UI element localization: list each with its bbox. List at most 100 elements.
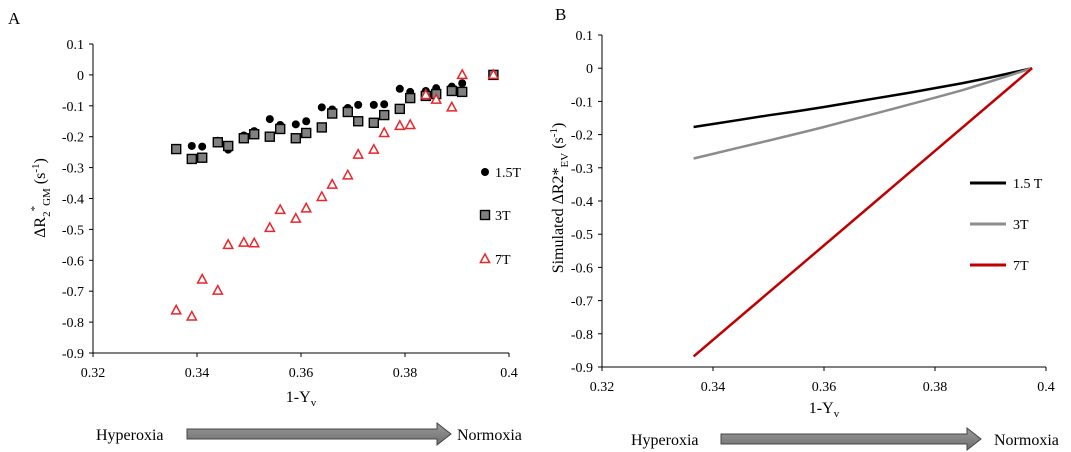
data-point-7t bbox=[430, 93, 443, 104]
data-point-3t bbox=[186, 153, 198, 165]
legend-entry-7t: 7T bbox=[479, 252, 511, 268]
legend-marker-shape-1-5t bbox=[481, 168, 489, 176]
panel-b-y-ticks: 0.1 0 -0.1 -0.2 -0.3 -0.4 -0.5 -0.6 -0.7 -0.8 -0.9 bbox=[571, 29, 602, 376]
data-point-3t bbox=[264, 131, 275, 142]
data-point-7t bbox=[315, 190, 328, 202]
data-point-7t bbox=[289, 212, 302, 223]
legend-entry-3t: 3T bbox=[479, 209, 511, 224]
data-point-7t bbox=[300, 201, 313, 213]
y-tick-label: -0.8 bbox=[571, 328, 593, 343]
panel-b-x-axis-title: 1-Yv bbox=[809, 400, 840, 420]
data-point-7t bbox=[274, 203, 287, 215]
y-tick-label: 0.1 bbox=[576, 29, 594, 44]
panel-b-oxygenation-arrow: Hyperoxia Normoxia bbox=[631, 426, 1059, 452]
panel-a-hyperoxia-label: Hyperoxia bbox=[96, 427, 164, 444]
y-tick-label: -0.4 bbox=[62, 193, 84, 208]
data-point-7t bbox=[170, 303, 183, 315]
panel-a-y-ticks: 0.1 0 -0.1 -0.2 -0.3 -0.4 -0.5 -0.6 -0.7 -0.8 -0.9 bbox=[62, 38, 93, 362]
y-tick-label: -0.1 bbox=[571, 95, 593, 110]
y-tick-label: -0.4 bbox=[571, 195, 593, 210]
panel-a-x-ticks: 0.32 0.34 0.36 0.38 0.4 bbox=[81, 353, 518, 381]
x-tick-label: 0.32 bbox=[590, 380, 615, 395]
data-point-1-5t bbox=[198, 142, 207, 151]
legend-label-7t-sim: 7T bbox=[1013, 259, 1029, 274]
panel-a-ylabel-gm: GM bbox=[41, 188, 53, 206]
data-point-7t bbox=[419, 88, 432, 100]
data-point-1-5t bbox=[265, 115, 274, 124]
legend-entry-7t-sim: 7T bbox=[970, 259, 1029, 274]
data-point-7t bbox=[222, 238, 235, 250]
y-tick-label: -0.2 bbox=[62, 131, 84, 146]
data-point-7t bbox=[196, 272, 209, 284]
panel-a-xlabel-main: 1-Y bbox=[286, 389, 311, 406]
data-point-3t bbox=[446, 85, 457, 97]
data-point-3t bbox=[394, 103, 405, 115]
panel-a-plot-area bbox=[170, 68, 500, 321]
series-line-1-5-t bbox=[693, 66, 1033, 129]
data-point-7t bbox=[248, 236, 261, 248]
panel-a-x-axis-title: 1-Yv bbox=[286, 389, 317, 409]
y-tick-label: 0 bbox=[77, 69, 84, 84]
y-tick-label: -0.1 bbox=[62, 100, 84, 115]
x-tick-label: 0.32 bbox=[81, 366, 106, 381]
panel-b-arrow-shape bbox=[720, 426, 982, 452]
legend-label-7t: 7T bbox=[495, 253, 511, 268]
panel-a-ylabel-main: ΔR bbox=[32, 217, 49, 238]
data-point-1-5t bbox=[354, 100, 363, 109]
y-tick-label: -0.6 bbox=[571, 261, 593, 276]
data-point-3t bbox=[248, 129, 260, 140]
series-3t bbox=[170, 69, 499, 165]
data-point-7t bbox=[367, 143, 380, 154]
legend-marker-shape-3t bbox=[479, 209, 491, 221]
panel-b-y-axis-title: Simulated ΔR2*EV (s-1) bbox=[548, 123, 571, 274]
panel-b-xlabel-sub: v bbox=[834, 408, 840, 420]
data-point-1-5t bbox=[458, 79, 467, 88]
data-point-7t bbox=[352, 148, 365, 159]
data-point-1-5t bbox=[302, 117, 311, 126]
data-point-7t bbox=[263, 221, 276, 233]
y-tick-label: -0.9 bbox=[62, 347, 84, 362]
y-tick-label: 0.1 bbox=[67, 38, 85, 53]
panel-a-oxygenation-arrow: Hyperoxia Normoxia bbox=[96, 421, 522, 447]
legend-entry-1-5t: 1.5T bbox=[481, 166, 522, 181]
data-point-7t bbox=[393, 119, 406, 131]
panel-b-xlabel-main: 1-Y bbox=[809, 400, 834, 417]
panel-a-ylabel-star: * bbox=[29, 206, 41, 212]
y-tick-label: -0.8 bbox=[62, 316, 84, 331]
data-point-3t bbox=[238, 133, 250, 144]
data-point-7t bbox=[456, 68, 469, 80]
legend-entry-3t-sim: 3T bbox=[970, 218, 1029, 233]
panel-b-ylabel-close: ) bbox=[550, 123, 567, 128]
data-point-7t bbox=[185, 309, 198, 321]
x-tick-label: 0.4 bbox=[1037, 380, 1055, 395]
data-point-7t bbox=[404, 118, 417, 130]
panel-a-ylabel-unit: (s bbox=[32, 173, 49, 189]
data-point-3t bbox=[316, 122, 327, 133]
panel-b-ylabel-unit: (s bbox=[550, 137, 567, 153]
data-point-3t bbox=[301, 127, 312, 139]
panel-b: B 0.1 0 -0.1 -0.2 -0.3 -0.4 -0.5 -0.6 -0.7 -0.8 -0… bbox=[548, 5, 1059, 452]
legend-label-1-5-t: 1.5 T bbox=[1013, 177, 1043, 192]
panel-b-legend: 1.5 T 3T 7T bbox=[970, 177, 1043, 274]
panel-b-normoxia-label: Normoxia bbox=[994, 432, 1059, 449]
panel-a-arrow-shape bbox=[186, 421, 452, 447]
data-point-3t bbox=[212, 137, 224, 148]
data-point-7t bbox=[487, 68, 500, 80]
data-point-7t bbox=[378, 126, 391, 138]
x-tick-label: 0.4 bbox=[500, 366, 518, 381]
data-point-7t bbox=[341, 168, 354, 180]
x-tick-label: 0.38 bbox=[923, 380, 948, 395]
y-tick-label: 0 bbox=[586, 62, 593, 77]
legend-marker-7t bbox=[479, 252, 491, 264]
x-tick-label: 0.36 bbox=[289, 366, 314, 381]
data-point-3t bbox=[327, 108, 338, 119]
data-point-7t bbox=[326, 178, 339, 189]
panel-a-y-axis-title: ΔR2*GM (s-1) bbox=[29, 158, 53, 238]
series-line-7t bbox=[692, 67, 1033, 358]
panel-b-plot-area bbox=[692, 66, 1033, 358]
y-tick-label: -0.9 bbox=[571, 361, 593, 376]
panel-a-legend: 1.5T 3T 7T bbox=[479, 166, 522, 268]
panel-a: A 0.1 0 -0.1 -0.2 -0.3 -0.4 -0.5 -0.6 -0.7 -0.8 -0… bbox=[8, 9, 522, 447]
panel-b-ylabel-exp: -1 bbox=[548, 128, 560, 137]
